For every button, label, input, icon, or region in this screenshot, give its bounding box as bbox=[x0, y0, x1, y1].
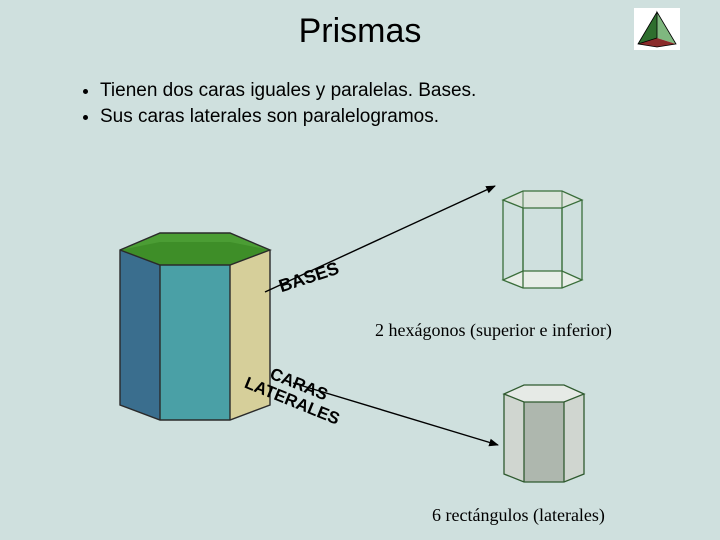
caption-hexagons: 2 hexágonos (superior e inferior) bbox=[375, 320, 612, 341]
caption-rectangles: 6 rectángulos (laterales) bbox=[432, 505, 605, 526]
slide-title: Prismas bbox=[0, 12, 720, 51]
wire-prism-laterals bbox=[498, 370, 590, 498]
bullet-item: Tienen dos caras iguales y paralelas. Ba… bbox=[100, 78, 476, 104]
wire-prism-bases bbox=[495, 175, 590, 305]
bullet-item: Sus caras laterales son paralelogramos. bbox=[100, 104, 476, 130]
label-bases: BASES bbox=[276, 258, 341, 297]
bullet-list: Tienen dos caras iguales y paralelas. Ba… bbox=[80, 78, 476, 129]
